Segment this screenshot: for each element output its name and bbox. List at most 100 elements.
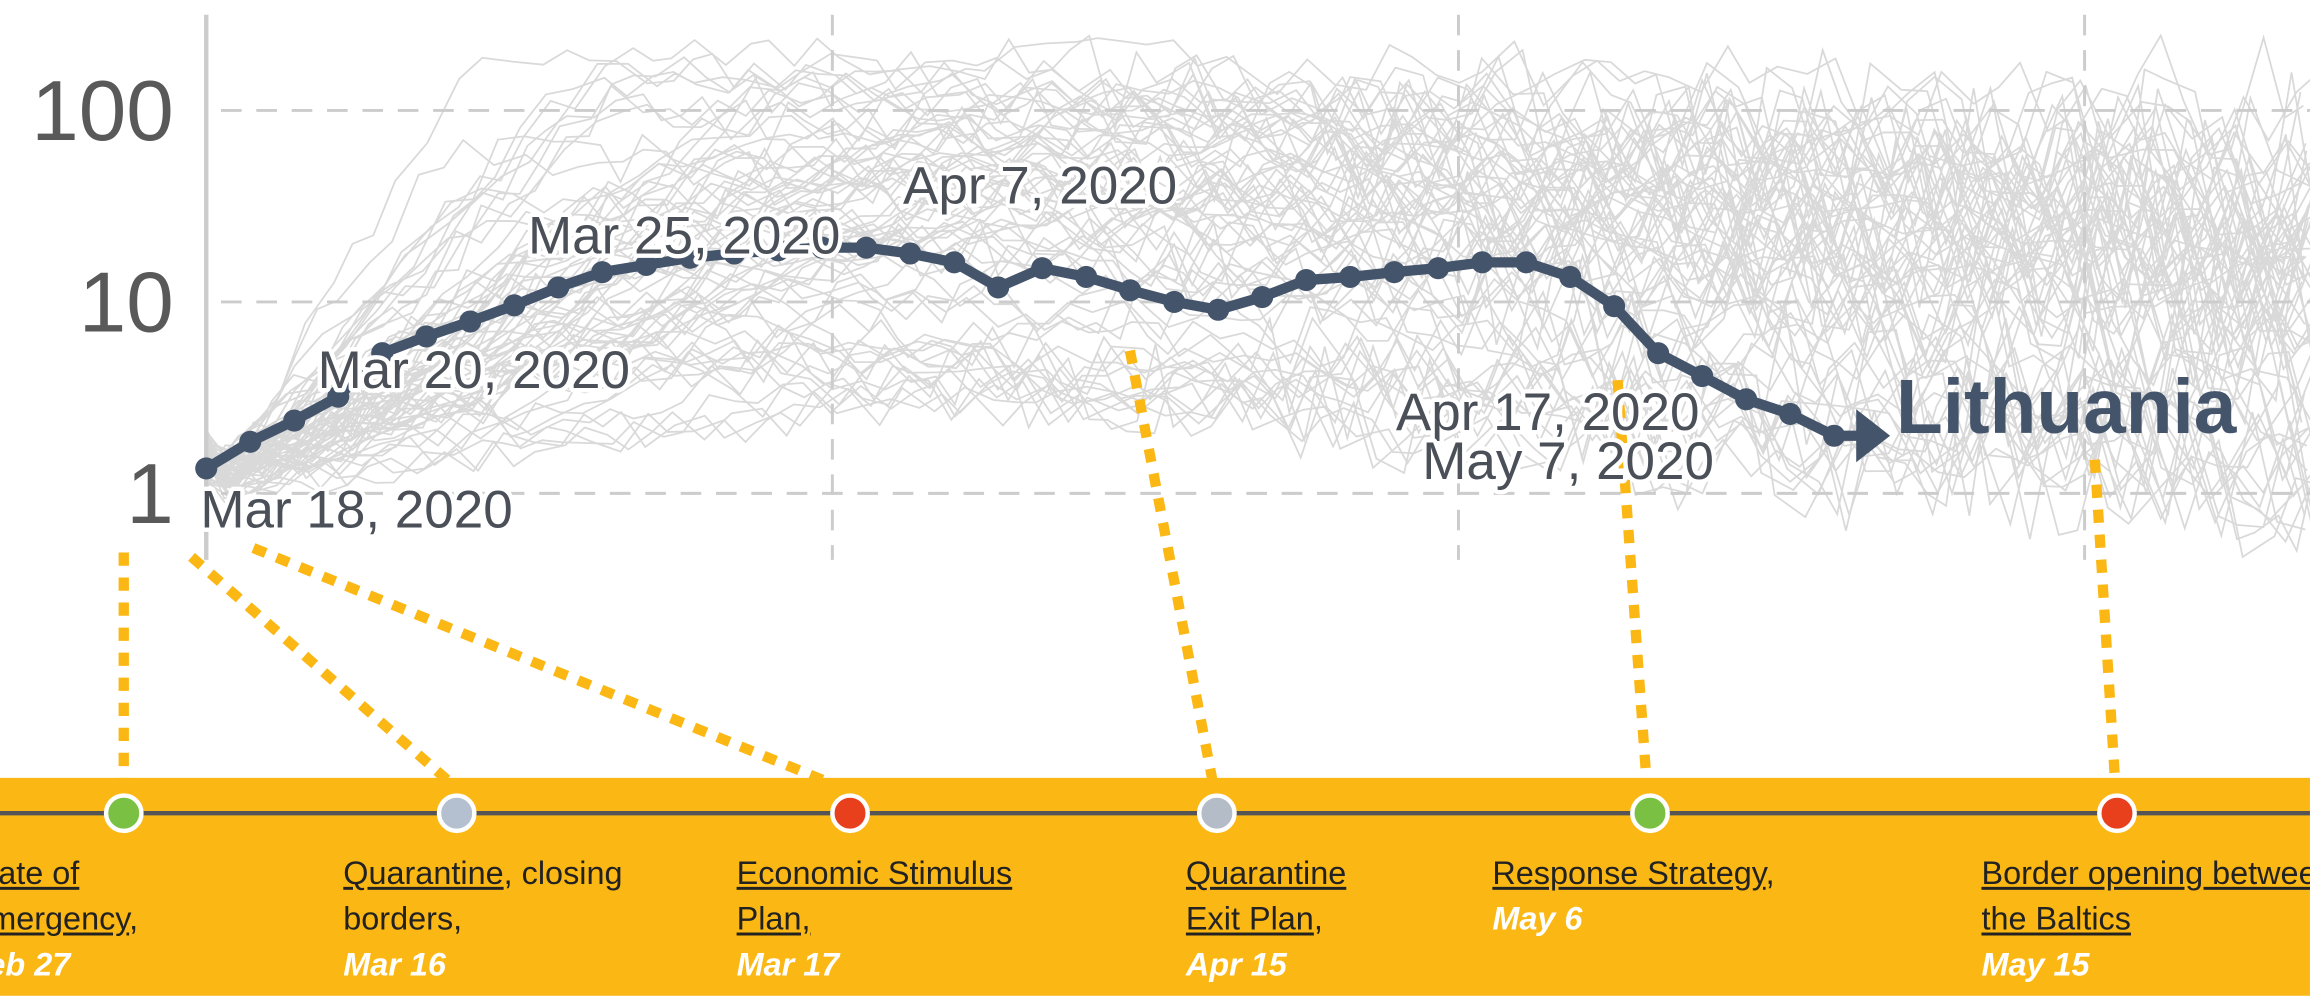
date-label: Apr 17, 2020 [1396, 383, 1700, 442]
event: State of Emergency, Feb 27 [0, 850, 159, 987]
event-text: , [1313, 900, 1323, 937]
background-line [205, 340, 2306, 532]
point [283, 409, 306, 432]
point [767, 239, 790, 262]
background-line [206, 177, 2306, 489]
y-tick-label: 1 [126, 447, 174, 542]
date-label: Apr 7, 2020 [903, 156, 1177, 215]
point [591, 261, 614, 284]
background-line [205, 136, 2310, 456]
point [679, 246, 702, 269]
event: Quarantine, closing borders, Mar 16 [343, 850, 638, 987]
event-date: Apr 15 [1185, 945, 1287, 983]
background-line [205, 328, 2310, 516]
background-lines [205, 33, 2310, 559]
point [1779, 402, 1802, 425]
event-text: , [1765, 854, 1775, 892]
event-dot [436, 793, 477, 834]
background-line [205, 375, 2310, 536]
point [723, 242, 746, 265]
event-text: , closing borders, [343, 854, 623, 937]
point [899, 242, 922, 265]
point [327, 385, 350, 408]
background-line [205, 128, 2302, 487]
point [1647, 342, 1670, 365]
event-title: Response Strategy [1492, 854, 1766, 892]
background-line [205, 156, 2302, 472]
background-line [206, 287, 2310, 492]
event-text: , [129, 900, 139, 937]
event: Border opening between the Baltics May 15 [1981, 850, 2310, 987]
event-dot [103, 793, 144, 834]
series-label: Lithuania [1896, 365, 2238, 450]
background-line [205, 108, 2310, 478]
event-title: Economic Stimulus Plan, [736, 854, 1013, 937]
point [1075, 265, 1098, 289]
event: Response Strategy, May 6 [1492, 850, 1904, 941]
background-line [205, 48, 2302, 473]
event-date: May 15 [1981, 945, 2090, 983]
date-label: May 7, 2020 [1422, 432, 1714, 491]
point [503, 294, 526, 317]
background-line [205, 323, 2310, 489]
point [1427, 257, 1450, 280]
point [811, 236, 834, 259]
background-line [205, 344, 2310, 522]
point [1119, 279, 1142, 302]
y-tick-label: 10 [79, 255, 174, 350]
point [855, 236, 878, 259]
point [1735, 388, 1758, 411]
background-line [205, 241, 2310, 483]
point [239, 430, 262, 453]
background-line [205, 313, 2309, 489]
background-line [206, 70, 2308, 460]
event-date: Mar 16 [343, 945, 446, 983]
connectors [118, 349, 2121, 796]
background-line [205, 272, 2310, 484]
connector [2089, 459, 2121, 789]
background-line [205, 187, 2302, 478]
point [1691, 365, 1714, 388]
event-date: Feb 27 [0, 945, 71, 983]
point [1559, 265, 1582, 289]
connector [1612, 379, 1653, 789]
event-title: State of Emergency [0, 854, 130, 937]
point [1603, 295, 1626, 318]
event-date: Mar 17 [736, 945, 840, 983]
point [415, 325, 438, 348]
point [1163, 290, 1186, 313]
point [195, 457, 218, 480]
background-line [205, 125, 2310, 473]
background-line [205, 69, 2310, 478]
point [459, 310, 482, 333]
background-line [205, 195, 2310, 475]
point [943, 251, 966, 274]
event: Economic Stimulus Plan, Mar 17 [737, 850, 1091, 987]
background-line [205, 208, 2310, 480]
background-line [205, 202, 2310, 463]
point [1471, 251, 1494, 274]
background-line [205, 84, 2310, 463]
event-dot [2097, 793, 2137, 834]
connector [251, 543, 827, 786]
background-line [205, 70, 2310, 483]
background-line [205, 33, 2304, 470]
point [1295, 269, 1318, 292]
point [547, 276, 570, 299]
arrow-head [1856, 409, 1891, 463]
event-dot [1196, 793, 1237, 834]
point [635, 253, 658, 276]
event-dot [1630, 793, 1670, 834]
point [1339, 265, 1362, 289]
event-title: Border opening between the Baltics [1981, 854, 2310, 937]
background-line [205, 123, 2305, 500]
y-tick-label: 100 [31, 64, 174, 159]
point [1207, 298, 1230, 321]
point [371, 342, 394, 365]
event-title: Quarantine [343, 854, 504, 892]
background-line [205, 180, 2303, 485]
connector [188, 552, 461, 793]
